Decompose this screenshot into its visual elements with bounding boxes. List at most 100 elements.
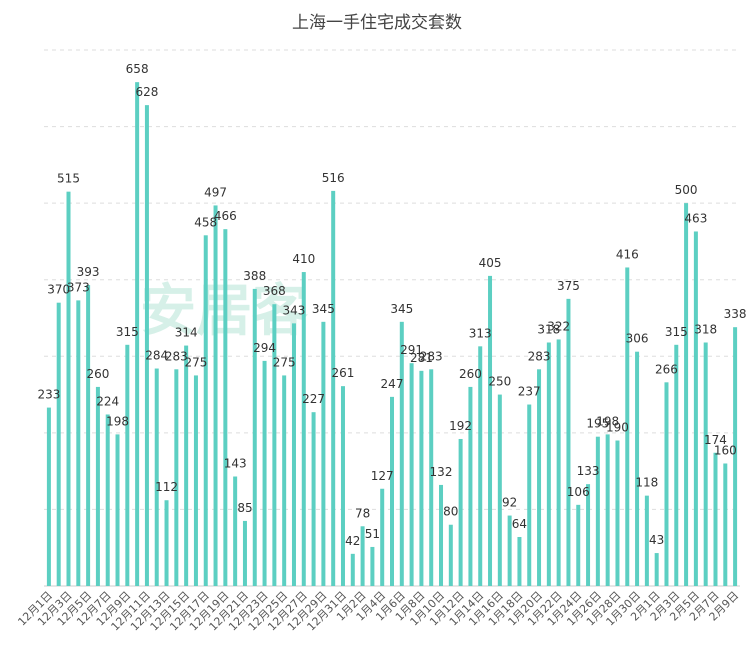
data-label: 133 bbox=[577, 464, 600, 478]
bar bbox=[605, 434, 610, 586]
data-label: 388 bbox=[243, 269, 266, 283]
data-label: 314 bbox=[175, 326, 198, 340]
data-label: 237 bbox=[518, 385, 541, 399]
bar bbox=[615, 440, 620, 586]
data-label: 112 bbox=[155, 480, 178, 494]
data-label: 78 bbox=[355, 506, 370, 520]
data-label: 43 bbox=[649, 533, 664, 547]
data-label: 281 bbox=[410, 351, 433, 365]
data-label: 227 bbox=[302, 392, 325, 406]
bar bbox=[644, 495, 649, 586]
data-label: 291 bbox=[400, 343, 423, 357]
bar bbox=[674, 344, 679, 586]
data-label: 500 bbox=[675, 183, 698, 197]
bar bbox=[517, 536, 522, 586]
data-label: 345 bbox=[312, 302, 335, 316]
bar bbox=[537, 369, 542, 586]
bar bbox=[233, 476, 238, 586]
bar bbox=[321, 321, 326, 586]
bar bbox=[193, 375, 198, 586]
bar bbox=[419, 370, 424, 586]
data-label: 275 bbox=[273, 355, 296, 369]
data-label: 284 bbox=[145, 349, 168, 363]
data-label: 198 bbox=[596, 414, 619, 428]
bar bbox=[125, 344, 130, 586]
bar bbox=[46, 407, 51, 586]
bar bbox=[282, 375, 287, 586]
bar bbox=[105, 414, 110, 586]
bar bbox=[458, 438, 463, 586]
data-label: 313 bbox=[469, 326, 492, 340]
data-label: 51 bbox=[365, 527, 380, 541]
bar bbox=[399, 321, 404, 586]
data-label: 393 bbox=[77, 265, 100, 279]
data-label: 266 bbox=[655, 362, 678, 376]
data-label: 318 bbox=[537, 323, 560, 337]
data-label: 458 bbox=[194, 215, 217, 229]
bar bbox=[654, 553, 659, 586]
data-label: 132 bbox=[430, 465, 453, 479]
data-label: 247 bbox=[381, 377, 404, 391]
data-label: 106 bbox=[567, 485, 590, 499]
bar bbox=[703, 342, 708, 586]
bar bbox=[262, 360, 267, 586]
data-label: 283 bbox=[528, 349, 551, 363]
data-label: 315 bbox=[665, 325, 688, 339]
bar bbox=[409, 363, 414, 586]
data-label: 658 bbox=[126, 62, 149, 76]
bar bbox=[95, 386, 100, 586]
data-label: 338 bbox=[724, 307, 747, 321]
bar bbox=[115, 434, 120, 586]
bar bbox=[370, 546, 375, 586]
bar bbox=[76, 300, 81, 586]
bar bbox=[242, 520, 247, 586]
data-label: 127 bbox=[371, 469, 394, 483]
bar bbox=[586, 484, 591, 586]
bar bbox=[713, 452, 718, 586]
bar bbox=[144, 105, 149, 586]
bar bbox=[566, 298, 571, 586]
data-label: 318 bbox=[694, 323, 717, 337]
bar bbox=[291, 323, 296, 586]
bar bbox=[546, 342, 551, 586]
data-label: 261 bbox=[332, 366, 355, 380]
bar bbox=[723, 463, 728, 586]
data-label: 368 bbox=[263, 284, 286, 298]
data-label: 190 bbox=[606, 421, 629, 435]
data-label: 375 bbox=[557, 279, 580, 293]
data-label: 283 bbox=[165, 349, 188, 363]
bar bbox=[733, 327, 738, 586]
bar bbox=[478, 346, 483, 586]
data-label: 64 bbox=[512, 517, 527, 531]
bar bbox=[135, 82, 140, 586]
bar bbox=[576, 504, 581, 586]
data-label: 160 bbox=[714, 443, 737, 457]
bar bbox=[507, 515, 512, 586]
bar bbox=[164, 500, 169, 586]
data-label: 283 bbox=[420, 349, 443, 363]
bar bbox=[488, 275, 493, 586]
bar bbox=[331, 190, 336, 587]
data-label: 260 bbox=[459, 367, 482, 381]
bar bbox=[350, 553, 355, 586]
data-label: 466 bbox=[214, 209, 237, 223]
bar bbox=[66, 191, 71, 586]
data-label: 370 bbox=[47, 283, 70, 297]
bar bbox=[311, 412, 316, 586]
data-label: 294 bbox=[253, 341, 276, 355]
data-label: 405 bbox=[479, 256, 502, 270]
chart-title: 上海一手住宅成交套数 bbox=[292, 13, 462, 33]
bar bbox=[86, 285, 91, 586]
data-label: 233 bbox=[37, 388, 60, 402]
bar bbox=[340, 386, 345, 586]
bar bbox=[272, 304, 277, 586]
data-label: 322 bbox=[547, 319, 570, 333]
bar bbox=[693, 231, 698, 586]
data-label: 275 bbox=[184, 355, 207, 369]
data-label: 516 bbox=[322, 171, 345, 185]
data-label: 463 bbox=[684, 211, 707, 225]
bar bbox=[390, 396, 394, 586]
